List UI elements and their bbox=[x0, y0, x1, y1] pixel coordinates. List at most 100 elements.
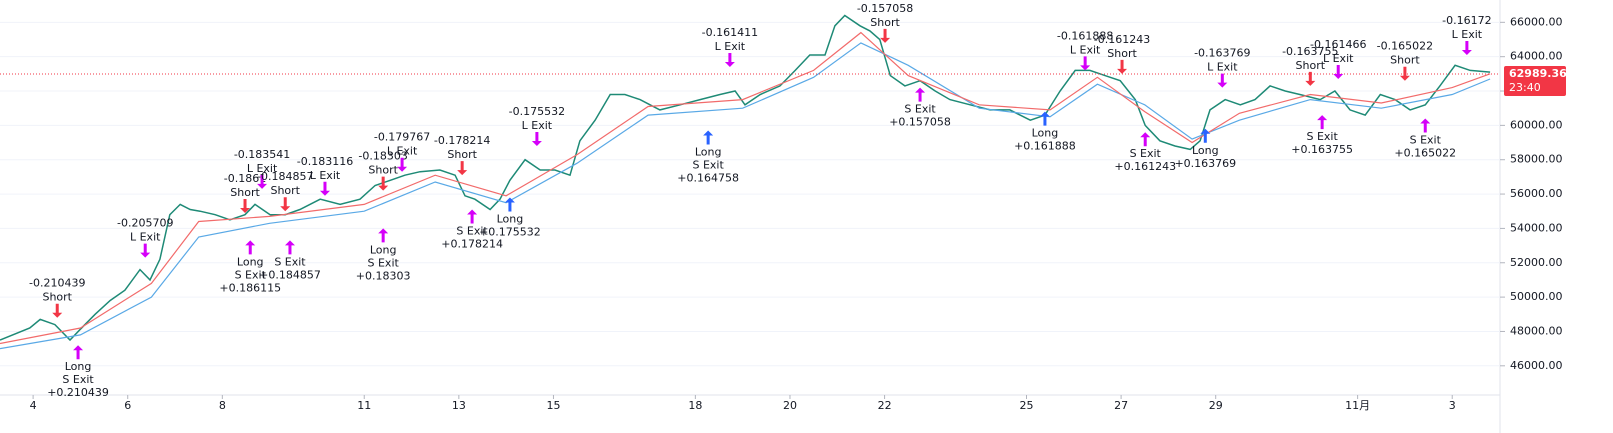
signal-label: -0.183541 bbox=[234, 148, 290, 161]
signal-label: S Exit bbox=[1410, 134, 1442, 147]
signal-label: S Exit bbox=[368, 256, 400, 269]
signal-label: -0.157058 bbox=[857, 2, 913, 15]
signal-arrow bbox=[397, 157, 408, 172]
signal-label: +0.184857 bbox=[259, 268, 321, 281]
signal-label: -0.18303 bbox=[358, 150, 407, 163]
signal-arrow bbox=[1117, 59, 1128, 74]
signal-arrow bbox=[245, 240, 256, 255]
signal-arrow bbox=[915, 87, 926, 102]
signal-label: S Exit bbox=[456, 225, 488, 238]
signal-label: Long bbox=[65, 360, 92, 373]
signal-label: Short bbox=[368, 164, 398, 177]
signal-arrow bbox=[378, 228, 389, 243]
x-tick-label: 29 bbox=[1209, 399, 1223, 412]
x-tick-label: 11 bbox=[357, 399, 371, 412]
signal-label: Long bbox=[1032, 127, 1059, 140]
signal-label: -0.16172 bbox=[1442, 14, 1491, 27]
signal-label: -0.210439 bbox=[29, 277, 85, 290]
signal-label: Short bbox=[270, 184, 300, 197]
signal-label: L Exit bbox=[130, 231, 161, 244]
signal-label: -0.184857 bbox=[257, 170, 313, 183]
x-tick-label: 11月 bbox=[1345, 399, 1370, 412]
signal-arrow bbox=[1217, 73, 1228, 88]
signal-arrow bbox=[457, 161, 468, 176]
signal-arrow bbox=[240, 198, 251, 213]
signal-label: +0.163769 bbox=[1174, 157, 1236, 170]
signal-arrow bbox=[724, 52, 735, 67]
signal-label: -0.161243 bbox=[1094, 33, 1150, 46]
signal-label: -0.165022 bbox=[1377, 40, 1433, 53]
signal-label: L Exit bbox=[310, 169, 341, 182]
y-tick-label: 56000.00 bbox=[1510, 187, 1563, 200]
signal-arrow bbox=[378, 176, 389, 191]
signal-label: S Exit bbox=[235, 268, 267, 281]
signal-label: +0.186115 bbox=[219, 281, 281, 294]
y-tick-label: 60000.00 bbox=[1510, 118, 1563, 131]
x-tick-label: 13 bbox=[452, 399, 466, 412]
signal-label: -0.183116 bbox=[297, 155, 353, 168]
signal-label: L Exit bbox=[1207, 61, 1238, 74]
last-time-label: 23:40 bbox=[1509, 81, 1541, 94]
y-tick-label: 52000.00 bbox=[1510, 256, 1563, 269]
x-tick-label: 20 bbox=[783, 399, 797, 412]
signal-label: L Exit bbox=[1323, 52, 1354, 65]
signal-label: -0.161411 bbox=[702, 26, 758, 39]
last-price-label: 62989.36 bbox=[1509, 67, 1567, 80]
signal-arrow bbox=[1333, 65, 1344, 79]
signal-label: -0.205709 bbox=[117, 217, 173, 230]
signal-label: S Exit bbox=[1306, 130, 1338, 143]
signal-arrow bbox=[52, 303, 63, 318]
signal-label: -0.179767 bbox=[374, 131, 430, 144]
y-tick-label: 48000.00 bbox=[1510, 324, 1563, 337]
signal-arrow bbox=[880, 28, 891, 43]
x-tick-label: 6 bbox=[124, 399, 131, 412]
signal-label: -0.163755 bbox=[1282, 45, 1338, 58]
y-tick-label: 66000.00 bbox=[1510, 15, 1563, 28]
signal-label: -0.175532 bbox=[509, 105, 565, 118]
signal-label: Short bbox=[1390, 54, 1420, 67]
y-tick-label: 54000.00 bbox=[1510, 221, 1563, 234]
signal-label: -0.163769 bbox=[1194, 47, 1250, 60]
signal-label: +0.164758 bbox=[677, 172, 739, 185]
signal-label: Long bbox=[370, 243, 397, 256]
signal-label: -0.178214 bbox=[434, 134, 490, 147]
signal-label: Long bbox=[237, 255, 264, 268]
signal-label: +0.178214 bbox=[441, 238, 503, 251]
signal-label: L Exit bbox=[247, 162, 278, 175]
signal-label: Short bbox=[447, 148, 477, 161]
signal-label: Long bbox=[695, 146, 722, 159]
signal-label: Long bbox=[1192, 144, 1219, 157]
y-tick-label: 64000.00 bbox=[1510, 50, 1563, 63]
signal-arrow bbox=[257, 174, 268, 189]
x-tick-label: 22 bbox=[878, 399, 892, 412]
x-tick-label: 18 bbox=[688, 399, 702, 412]
signal-arrow bbox=[531, 131, 542, 146]
signal-label: -0.161888 bbox=[1057, 29, 1113, 42]
signal-label: +0.175532 bbox=[479, 226, 541, 239]
signal-label: +0.161888 bbox=[1014, 140, 1076, 153]
signal-label: Short bbox=[1107, 47, 1137, 60]
signal-arrow bbox=[140, 243, 151, 258]
signal-label: +0.18303 bbox=[356, 269, 411, 282]
signal-arrow bbox=[1461, 40, 1472, 55]
signal-arrow bbox=[467, 209, 478, 224]
signal-label: +0.161243 bbox=[1114, 160, 1176, 173]
signal-label: L Exit bbox=[522, 119, 553, 132]
signal-label: S Exit bbox=[62, 373, 94, 386]
signal-arrow bbox=[1420, 118, 1431, 133]
x-tick-label: 15 bbox=[546, 399, 560, 412]
signal-label: L Exit bbox=[1452, 28, 1483, 41]
y-tick-label: 50000.00 bbox=[1510, 290, 1563, 303]
signal-arrow bbox=[703, 130, 714, 145]
signal-arrow bbox=[1399, 66, 1410, 81]
signal-label: S Exit bbox=[1130, 147, 1162, 160]
signal-arrow bbox=[1039, 111, 1050, 126]
signal-label: +0.210439 bbox=[47, 386, 109, 399]
signal-label: Short bbox=[1296, 59, 1326, 72]
signal-arrow bbox=[504, 197, 515, 212]
signal-label: L Exit bbox=[1070, 43, 1101, 56]
signal-arrow bbox=[1140, 132, 1151, 147]
y-tick-label: 46000.00 bbox=[1510, 359, 1563, 372]
y-tick-label: 58000.00 bbox=[1510, 153, 1563, 166]
